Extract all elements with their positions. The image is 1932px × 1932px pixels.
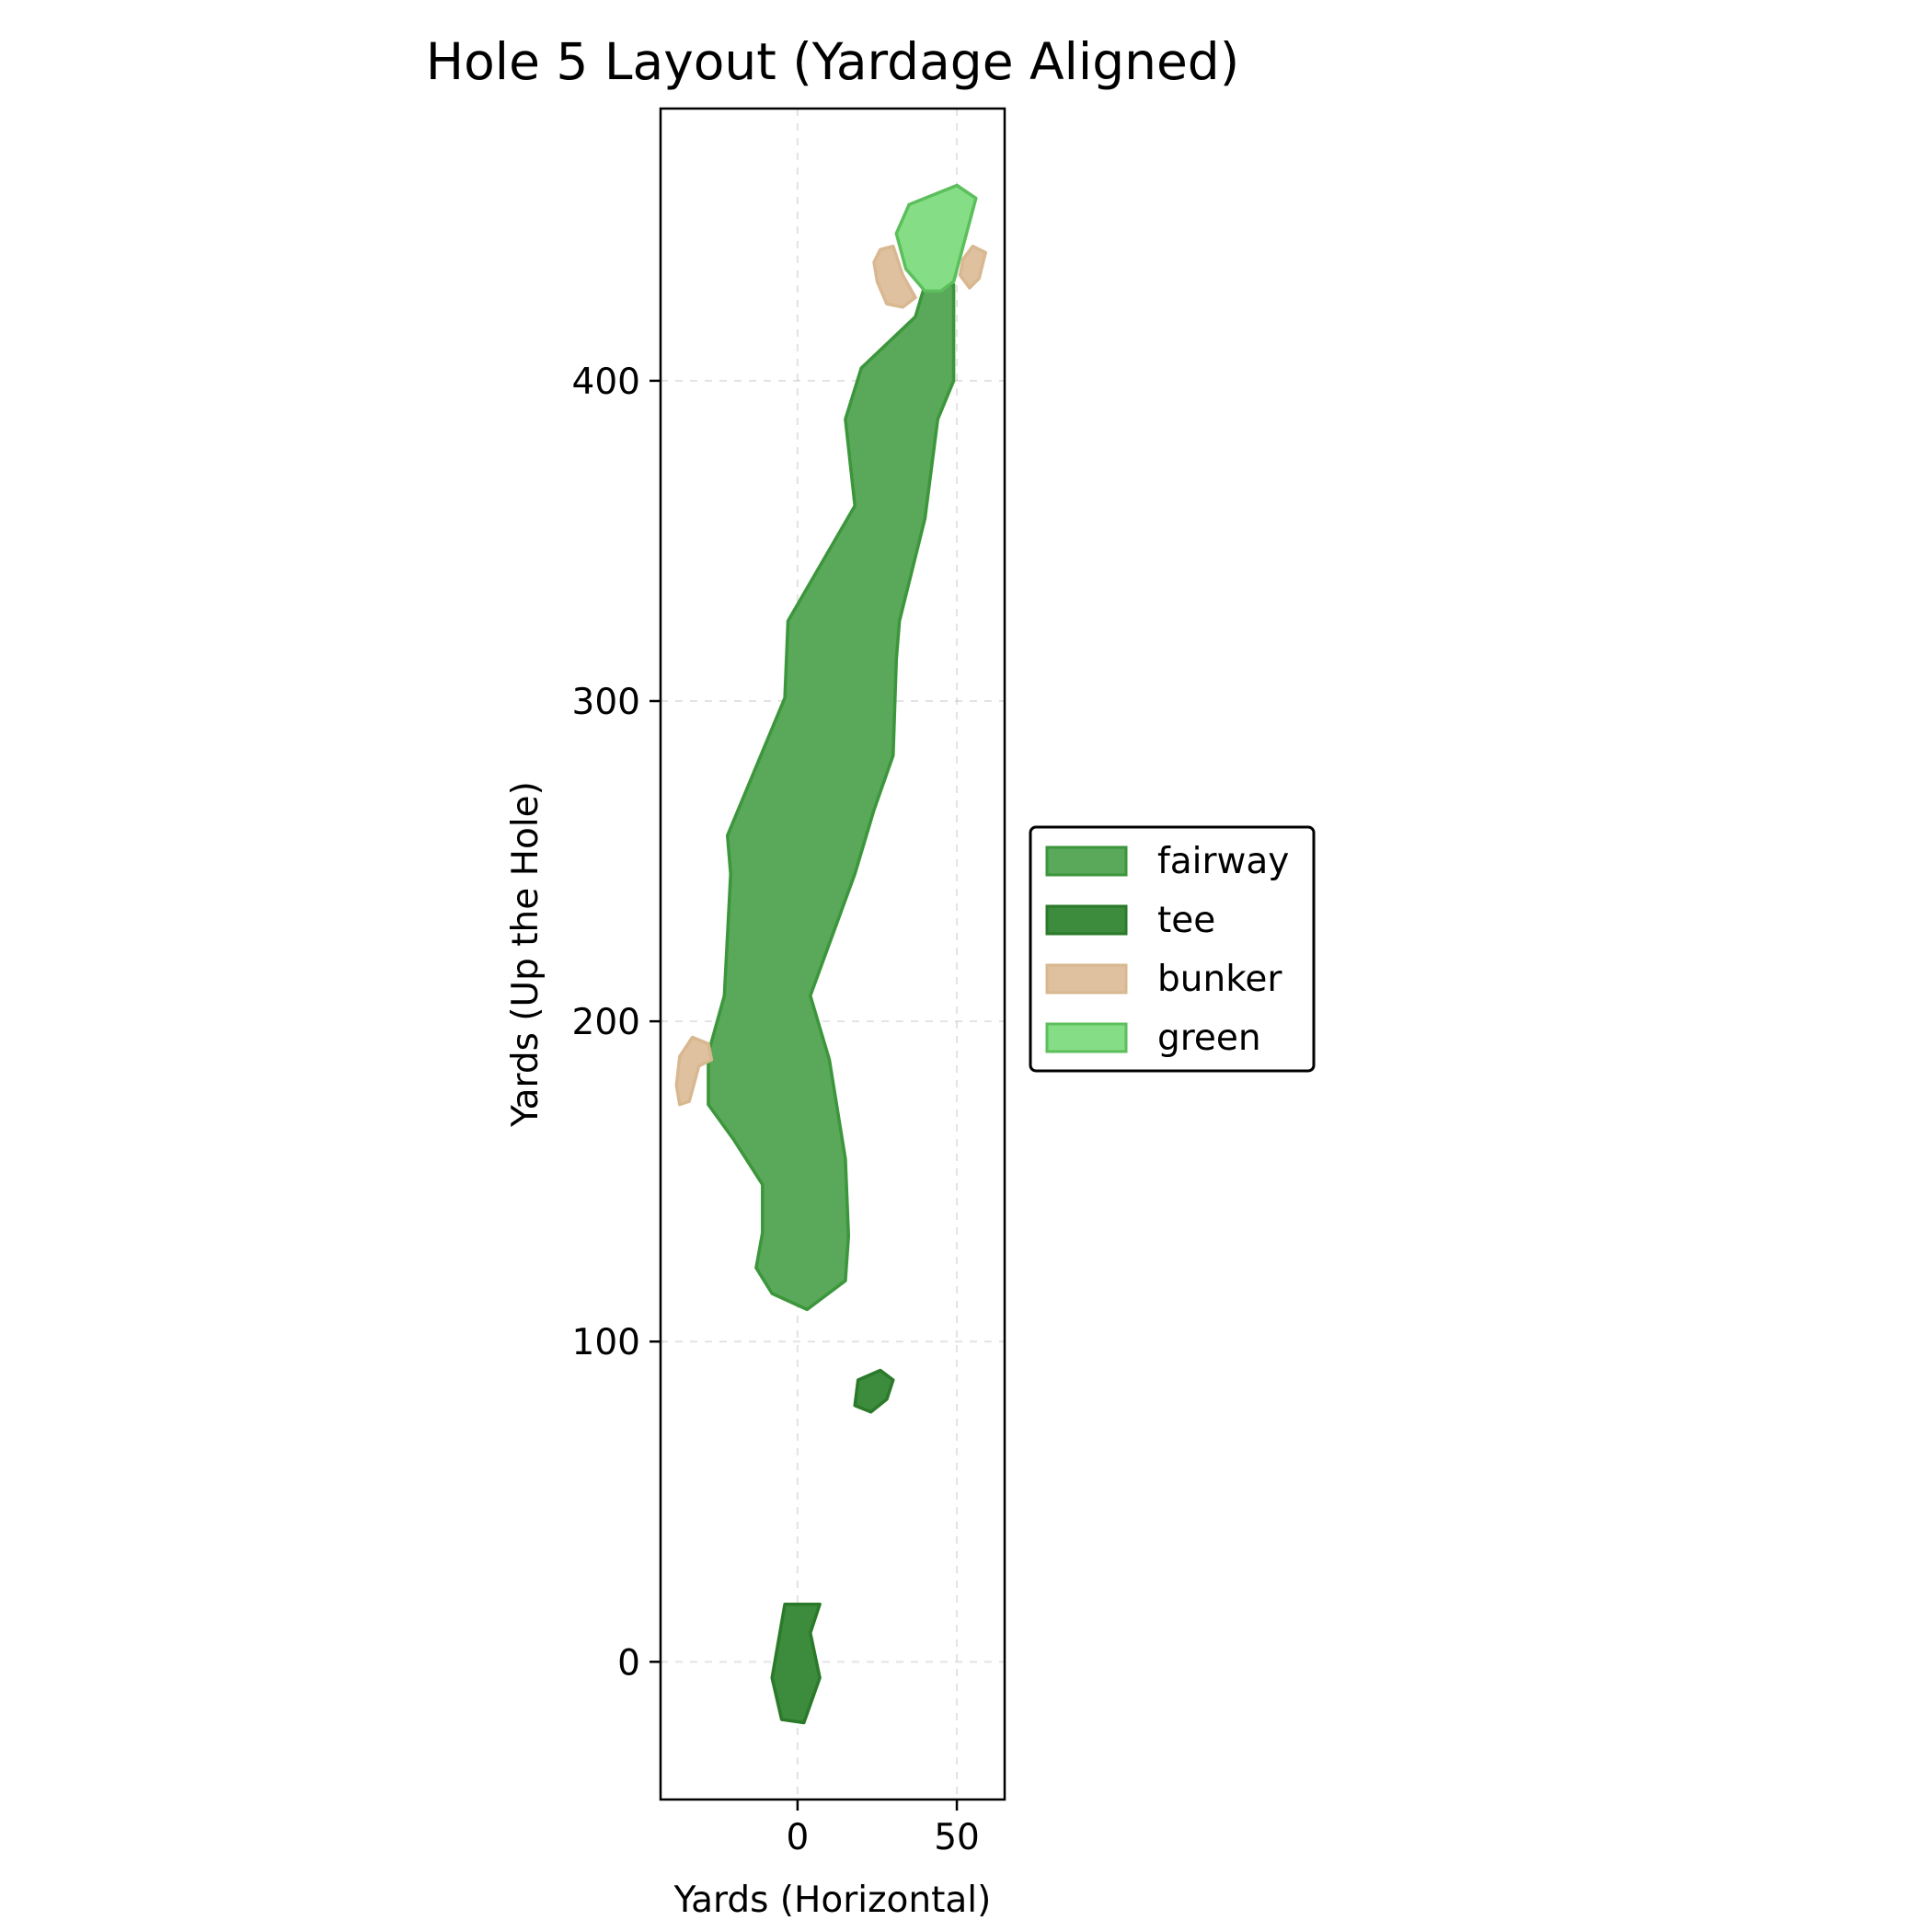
bunker-polygon-1 <box>674 1035 714 1107</box>
legend-label-tee: tee <box>1157 900 1215 941</box>
legend: fairway tee bunker green <box>1029 825 1316 1073</box>
fairway-polygon-1 <box>707 282 956 1312</box>
legend-swatch-tee <box>1045 904 1128 936</box>
chart-title: Hole 5 Layout (Yardage Aligned) <box>426 32 1239 91</box>
legend-swatch-fairway <box>1045 845 1128 877</box>
y-tick-label: 400 <box>572 362 640 403</box>
legend-box <box>1029 825 1316 1073</box>
legend-swatch-green <box>1045 1022 1128 1053</box>
legend-label-green: green <box>1157 1018 1261 1059</box>
plot-area-shapes <box>674 183 987 1725</box>
legend-label-fairway: fairway <box>1157 841 1289 882</box>
green-polygon-1 <box>894 183 978 293</box>
y-tick-label: 100 <box>572 1322 640 1363</box>
axis-ticks: 0 50 0 100 200 300 400 <box>572 362 980 1858</box>
tee-polygon-2 <box>770 1602 822 1725</box>
y-tick-label: 300 <box>572 682 640 723</box>
legend-label-bunker: bunker <box>1157 959 1282 1000</box>
x-tick-label: 50 <box>934 1817 980 1858</box>
bunker-polygon-2 <box>872 244 917 309</box>
legend-swatch-bunker <box>1045 963 1128 995</box>
y-tick-label: 0 <box>617 1642 640 1684</box>
plot-frame <box>659 107 1006 1801</box>
bunker-polygon-3 <box>958 244 987 290</box>
x-tick-label: 0 <box>786 1817 809 1858</box>
y-tick-label: 200 <box>572 1002 640 1043</box>
tee-polygon-1 <box>853 1368 895 1414</box>
x-axis-label: Yards (Horizontal) <box>673 1880 992 1921</box>
y-axis-label: Yards (Up the Hole) <box>505 781 546 1128</box>
